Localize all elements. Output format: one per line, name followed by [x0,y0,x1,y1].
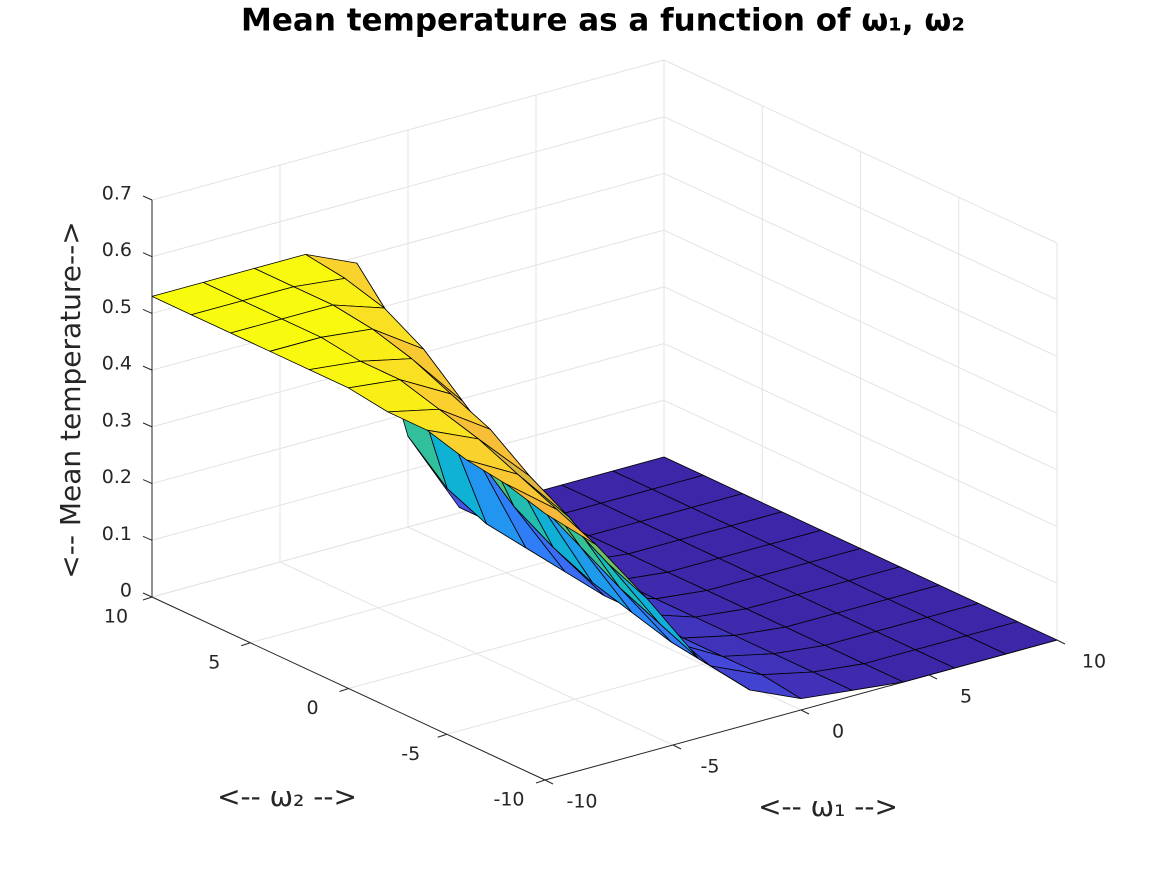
z-tick-label: 0.5 [102,296,132,318]
z-tick-label: 0 [120,580,132,602]
z-tick-label: 0.7 [102,183,132,205]
y-axis-label: <-- ω₂ --> [217,780,357,813]
z-tick [142,422,153,428]
y-tick [241,642,251,647]
z-tick [142,535,153,541]
x-tick-label: 5 [960,686,972,708]
z-tick-label: 0.3 [102,409,132,431]
x-tick-label: 10 [1082,651,1106,673]
x-tick [800,709,810,715]
z-tick [142,479,153,485]
y-tick [535,779,546,784]
z-tick [142,365,153,371]
chart-title: Mean temperature as a function of ω₁, ω₂ [241,3,965,39]
y-tick-label: -10 [493,789,524,811]
z-tick-label: 0.2 [102,466,132,488]
x-tick [672,744,682,750]
x-tick [544,779,554,785]
y-tick-label: -5 [401,743,420,765]
z-tick-label: 0.1 [102,523,132,545]
x-tick-label: -10 [566,791,597,813]
z-tick-label: 0.4 [102,353,132,375]
z-axis-label: <-- Mean temperature--> [54,221,87,578]
y-tick [142,596,153,601]
surface-cell [505,483,597,546]
z-tick [142,308,153,314]
x-tick [928,674,938,680]
y-tick [437,733,447,738]
z-tick [142,592,153,598]
x-tick-label: -5 [701,756,720,778]
z-tick-label: 0.6 [102,239,132,261]
x-tick-label: 0 [832,721,844,743]
y-tick [339,688,349,692]
x-axis-label: <-- ω₁ --> [758,790,898,823]
y-tick-label: 5 [208,651,220,673]
z-tick [142,252,153,258]
z-tick [142,195,153,201]
x-tick [1056,639,1066,645]
y-tick-label: 0 [306,697,318,719]
y-tick-label: 10 [104,606,128,628]
